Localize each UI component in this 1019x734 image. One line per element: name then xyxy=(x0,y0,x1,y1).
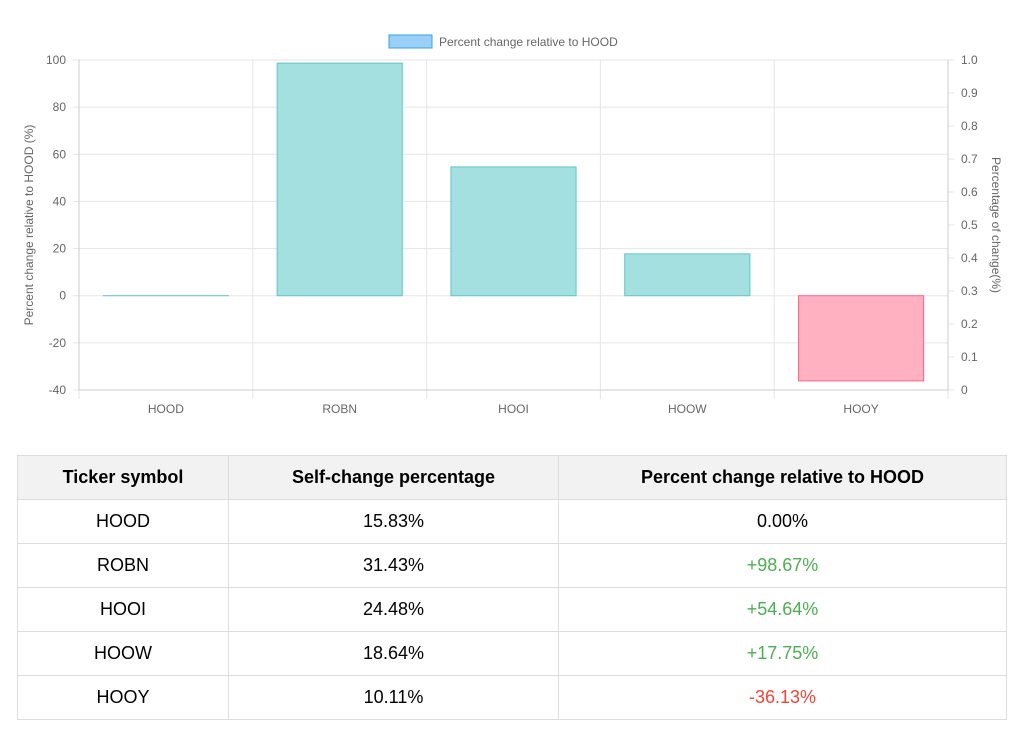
x-tick-label: HOOI xyxy=(498,402,529,416)
y-right-tick-label: 0.7 xyxy=(961,152,978,166)
y-tick-label: 100 xyxy=(46,53,66,67)
x-tick-label: HOOW xyxy=(668,402,707,416)
y-right-tick-label: 0.4 xyxy=(961,251,978,265)
cell-relative-change: -36.13% xyxy=(558,675,1007,720)
header-ticker: Ticker symbol xyxy=(17,455,229,500)
cell-self-change: 24.48% xyxy=(228,587,559,632)
y-right-tick-label: 0.6 xyxy=(961,185,978,199)
y-tick-label: 40 xyxy=(53,194,67,208)
table-row: HOOD 15.83% 0.00% xyxy=(17,499,1007,544)
y-right-tick-label: 0.8 xyxy=(961,119,978,133)
table-row: ROBN 31.43% +98.67% xyxy=(17,543,1007,588)
cell-self-change: 10.11% xyxy=(228,675,559,720)
y-tick-label: 80 xyxy=(53,100,67,114)
bar-hooy xyxy=(798,295,925,382)
cell-relative-change: +54.64% xyxy=(558,587,1007,632)
legend-swatch xyxy=(388,34,433,49)
y-tick-label: 60 xyxy=(53,147,67,161)
y-right-tick-label: 0 xyxy=(961,383,968,397)
y-tick-label: -20 xyxy=(49,336,67,350)
y-right-tick-label: 0.1 xyxy=(961,350,978,364)
bar-chart: -40 -20 0 20 40 60 80 100 0 0.1 0.2 0.3 0.4 0.5 0.6 0.7… xyxy=(22,34,1003,416)
cell-ticker: HOOW xyxy=(17,631,229,676)
table-header-row: Ticker symbol Self-change percentage Per… xyxy=(17,455,1007,500)
cell-relative-change: +98.67% xyxy=(558,543,1007,588)
cell-self-change: 31.43% xyxy=(228,543,559,588)
y-tick-label: 0 xyxy=(59,289,66,303)
cell-ticker: HOOI xyxy=(17,587,229,632)
x-tick-label: HOOD xyxy=(148,402,184,416)
y-axis-title: Percent change relative to HOOD (%) xyxy=(22,125,36,326)
y-right-tick-label: 1.0 xyxy=(961,53,978,67)
x-tick-label: ROBN xyxy=(322,402,357,416)
y-right-tick-label: 0.2 xyxy=(961,317,978,331)
y-right-axis-title: Percentage of change(%) xyxy=(989,157,1003,293)
cell-ticker: HOOY xyxy=(17,675,229,720)
table-row: HOOI 24.48% +54.64% xyxy=(17,587,1007,632)
bar-robn xyxy=(276,62,403,297)
table-row: HOOY 10.11% -36.13% xyxy=(17,675,1007,720)
chart-canvas: -40 -20 0 20 40 60 80 100 0 0.1 0.2 0.3 0.4 0.5 0.6 0.7… xyxy=(22,34,1003,416)
y-right-tick-label: 0.9 xyxy=(961,86,978,100)
comparison-table: Ticker symbol Self-change percentage Per… xyxy=(17,455,1007,720)
header-self-change: Self-change percentage xyxy=(228,455,559,500)
y-right-tick-label: 0.3 xyxy=(961,284,978,298)
bar-hoow xyxy=(624,253,751,297)
cell-ticker: HOOD xyxy=(17,499,229,544)
cell-self-change: 15.83% xyxy=(228,499,559,544)
cell-self-change: 18.64% xyxy=(228,631,559,676)
cell-relative-change: 0.00% xyxy=(558,499,1007,544)
y-right-tick-label: 0.5 xyxy=(961,218,978,232)
legend-label: Percent change relative to HOOD xyxy=(439,35,618,49)
y-tick-label: 20 xyxy=(53,242,67,256)
x-tick-label: HOOY xyxy=(843,402,878,416)
cell-ticker: ROBN xyxy=(17,543,229,588)
bar-hooi xyxy=(450,166,577,297)
header-relative-change: Percent change relative to HOOD xyxy=(558,455,1007,500)
cell-relative-change: +17.75% xyxy=(558,631,1007,676)
y-tick-label: -40 xyxy=(49,383,67,397)
table-row: HOOW 18.64% +17.75% xyxy=(17,631,1007,676)
